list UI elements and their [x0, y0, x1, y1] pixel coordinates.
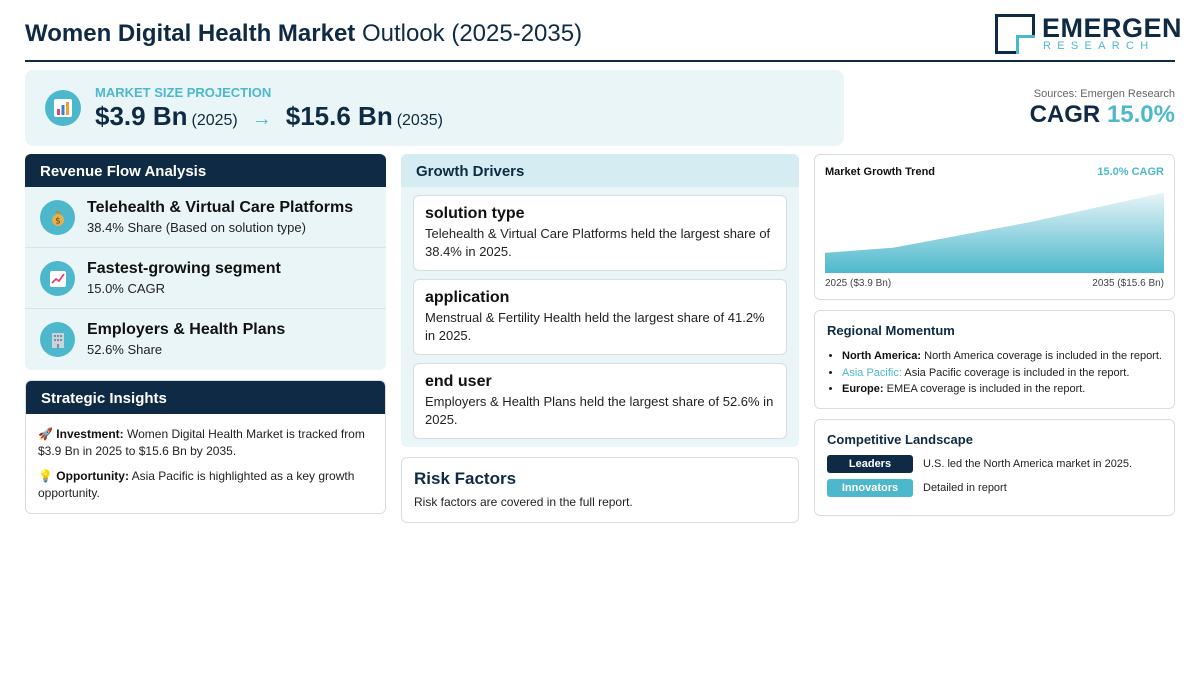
- revenue-item-subtitle: 38.4% Share (Based on solution type): [87, 220, 306, 235]
- office-building-icon: [40, 322, 75, 357]
- leaders-badge: Leaders: [827, 455, 913, 473]
- emergen-logo: EMERGEN RESEARCH: [995, 13, 1182, 56]
- growth-drivers-heading: Growth Drivers: [401, 154, 799, 187]
- page-header: Women Digital Health Market Outlook (202…: [25, 12, 1182, 62]
- competitive-landscape-card: Competitive Landscape Leaders U.S. led t…: [814, 419, 1175, 516]
- sources-note: Sources: Emergen Research: [1033, 88, 1175, 100]
- end-value: $15.6 Bn: [285, 101, 393, 131]
- cagr-value: 15.0%: [1106, 101, 1175, 128]
- revenue-item: $ Telehealth & Virtual Care Platforms 38…: [25, 187, 386, 248]
- insight-item: 💡 Opportunity: Asia Pacific is highlight…: [38, 469, 355, 500]
- money-bag-icon: $: [40, 200, 75, 235]
- regional-heading: Regional Momentum: [827, 323, 955, 338]
- risk-factors-text: Risk factors are covered in the full rep…: [414, 495, 633, 509]
- projection-values: $3.9 Bn (2025) → $15.6 Bn (2035): [95, 101, 443, 132]
- innovators-badge: Innovators: [827, 479, 913, 497]
- arrow-right-icon: →: [251, 108, 272, 130]
- growth-drivers-card: Growth Drivers solution type Telehealth …: [401, 154, 799, 447]
- page-title: Women Digital Health Market Outlook (202…: [25, 20, 583, 47]
- regional-momentum-card: Regional Momentum North America: North A…: [814, 310, 1175, 409]
- driver-text: Menstrual & Fertility Health held the la…: [425, 310, 765, 343]
- trend-area: [825, 192, 1164, 273]
- revenue-flow-card: Revenue Flow Analysis $ Telehealth & Vir…: [25, 154, 386, 370]
- cagr-summary: CAGR 15.0%: [1029, 101, 1175, 128]
- strategic-insights-heading: Strategic Insights: [26, 381, 385, 414]
- trending-up-icon: [40, 261, 75, 296]
- end-year: (2035): [396, 112, 443, 129]
- revenue-item-title: Fastest-growing segment: [87, 260, 281, 277]
- driver-card: end user Employers & Health Plans held t…: [413, 363, 787, 439]
- start-year: (2025): [191, 112, 238, 129]
- driver-title: solution type: [425, 205, 525, 222]
- competitive-heading: Competitive Landscape: [827, 432, 973, 447]
- competitive-text: Detailed in report: [923, 482, 1007, 494]
- trend-title: Market Growth Trend: [825, 166, 936, 178]
- revenue-item: Fastest-growing segment 15.0% CAGR: [25, 248, 386, 309]
- market-growth-trend-card: Market Growth Trend 15.0% CAGR 2025 ($3.…: [814, 154, 1175, 300]
- rocket-icon: 🚀: [38, 427, 53, 441]
- driver-title: application: [425, 289, 510, 306]
- revenue-item-title: Employers & Health Plans: [87, 321, 286, 338]
- trend-end-label: 2035 ($15.6 Bn): [1092, 278, 1164, 289]
- lightbulb-icon: 💡: [38, 469, 53, 483]
- driver-card: application Menstrual & Fertility Health…: [413, 279, 787, 355]
- logo-subtitle: RESEARCH: [1043, 40, 1155, 52]
- bar-chart-icon: [45, 90, 81, 126]
- svg-text:$: $: [55, 216, 61, 226]
- risk-factors-card: Risk Factors Risk factors are covered in…: [401, 457, 799, 523]
- revenue-flow-heading: Revenue Flow Analysis: [25, 154, 386, 187]
- risk-factors-heading: Risk Factors: [414, 469, 517, 488]
- driver-card: solution type Telehealth & Virtual Care …: [413, 195, 787, 271]
- revenue-item-subtitle: 15.0% CAGR: [87, 281, 166, 296]
- region-item: Europe: EMEA coverage is included in the…: [842, 381, 1162, 398]
- revenue-item-title: Telehealth & Virtual Care Platforms: [87, 199, 354, 216]
- region-item: Asia Pacific: Asia Pacific coverage is i…: [842, 365, 1162, 382]
- projection-label: MARKET SIZE PROJECTION: [95, 85, 272, 100]
- logo-name: EMERGEN: [1042, 13, 1183, 43]
- revenue-item-subtitle: 52.6% Share: [87, 342, 163, 357]
- trend-cagr: 15.0% CAGR: [1097, 166, 1164, 178]
- driver-text: Telehealth & Virtual Care Platforms held…: [425, 226, 771, 259]
- driver-title: end user: [425, 373, 492, 390]
- driver-text: Employers & Health Plans held the larges…: [425, 394, 774, 427]
- competitive-row: Innovators Detailed in report: [827, 479, 1162, 497]
- region-item: North America: North America coverage is…: [842, 348, 1162, 365]
- revenue-item: Employers & Health Plans 52.6% Share: [25, 309, 386, 370]
- competitive-text: U.S. led the North America market in 202…: [923, 458, 1133, 470]
- competitive-row: Leaders U.S. led the North America marke…: [827, 455, 1162, 473]
- strategic-insights-card: Strategic Insights 🚀 Investment: Women D…: [25, 380, 386, 514]
- start-value: $3.9 Bn: [95, 101, 188, 131]
- market-size-projection: MARKET SIZE PROJECTION $3.9 Bn (2025) → $15…: [25, 70, 844, 146]
- insight-item: 🚀 Investment: Women Digital Health Marke…: [38, 427, 365, 458]
- trend-start-label: 2025 ($3.9 Bn): [825, 278, 892, 289]
- trend-area-chart: [825, 192, 1164, 273]
- logo-mark-icon: [995, 14, 1035, 54]
